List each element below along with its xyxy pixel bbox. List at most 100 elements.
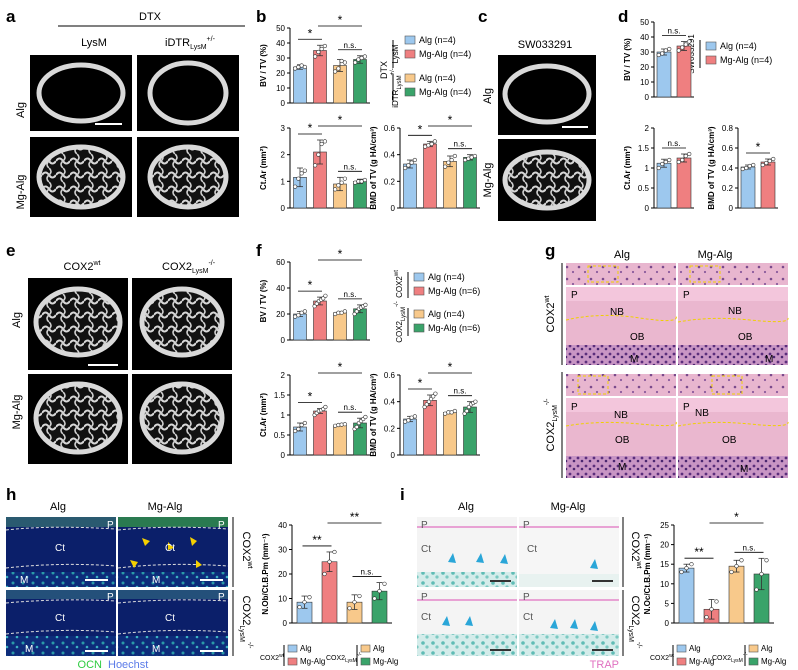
data-point <box>293 428 298 434</box>
y-tick-label: 0.2 <box>384 424 396 433</box>
bone-ring <box>147 144 229 210</box>
y-tick-label: 0 <box>281 336 286 345</box>
zoom-box <box>711 375 743 395</box>
data-point <box>353 60 358 65</box>
data-point <box>342 422 347 427</box>
row-label: Alg <box>15 102 27 118</box>
data-point <box>299 171 304 176</box>
data-point <box>362 177 367 183</box>
data-point <box>316 49 321 55</box>
marrow-layer <box>417 572 517 587</box>
arrowhead-icon <box>196 560 202 568</box>
region-label: OB <box>738 332 753 343</box>
data-point <box>296 313 301 318</box>
y-tick-label: 0.6 <box>384 124 396 133</box>
legend-label: Alg (n=4) <box>428 309 465 319</box>
boundary-line <box>5 563 117 569</box>
y-tick-label: 0.5 <box>274 431 286 440</box>
significance-label: * <box>308 26 313 40</box>
y-axis-label: Ct.Ar (mm²) <box>259 393 268 437</box>
legend-label: Mg-Alg (n=4) <box>419 49 471 59</box>
data-point <box>333 187 338 192</box>
significance-label: ** <box>312 533 322 547</box>
data-point <box>372 596 377 601</box>
data-point <box>466 404 472 410</box>
data-point <box>729 569 734 575</box>
column-label: Mg-Alg <box>148 501 183 513</box>
data-point <box>754 587 759 592</box>
data-point <box>332 549 337 555</box>
y-tick-label: 0 <box>281 99 286 108</box>
significance-label: * <box>338 13 343 27</box>
y-axis-label: BV / TV (%) <box>623 38 632 81</box>
data-point <box>293 184 298 189</box>
y-axis-label: N.Oc/Ct.B.Pm (mm⁻¹) <box>643 533 652 614</box>
bar <box>443 412 457 456</box>
region-label: P <box>107 592 114 603</box>
region-label: NB <box>610 307 624 318</box>
significance-label: * <box>338 247 343 261</box>
arrowhead-icon <box>465 616 473 626</box>
arrowhead-icon <box>448 553 456 563</box>
legend-label: Mg-Alg (n=4) <box>720 55 772 65</box>
y-tick-label: 1 <box>281 177 286 186</box>
y-tick-label: 0.6 <box>722 144 734 153</box>
chart-h1: 0 10 20 30 40 N.Ob/Ct.B.Pm (mm⁻¹) ** ** n.s. <box>261 510 392 628</box>
y-tick-label: 10 <box>660 580 669 589</box>
row-label: COX2LysM-/- <box>238 595 253 649</box>
legend-f: COX2wt COX2LysM-/- Alg (n=4) Mg-Alg (n=6… <box>394 270 480 343</box>
region-label: P <box>421 520 428 531</box>
data-point <box>431 394 436 399</box>
data-point <box>412 414 417 419</box>
legend-label: Mg-Alg <box>689 657 714 666</box>
he-overview <box>566 374 676 396</box>
periosteum-layer <box>678 398 788 412</box>
boundary-line <box>117 563 229 569</box>
group-label: DTX <box>139 11 162 23</box>
y-tick-label: 0.6 <box>384 371 396 380</box>
periosteum-layer <box>6 517 116 527</box>
periosteum-layer <box>678 287 788 301</box>
legend-group-label: LysM <box>391 44 400 63</box>
region-label: OB <box>615 435 630 446</box>
y-tick-label: 40 <box>276 39 285 48</box>
region-label: Ct <box>55 613 65 624</box>
data-point <box>327 559 332 564</box>
significance-label: * <box>338 113 343 127</box>
arrowhead-group <box>442 553 598 631</box>
data-point <box>302 420 307 426</box>
region-label: M <box>765 354 773 365</box>
y-tick-label: 40 <box>640 33 649 42</box>
panel-c: c SW033291 Alg Mg-Alg <box>478 7 596 221</box>
chart-f1: 0 20 40 60 BV / TV (%) * * n.s. <box>259 247 370 345</box>
y-tick-label: 50 <box>640 18 649 27</box>
y-tick-label: 10 <box>276 84 285 93</box>
data-point <box>322 43 327 49</box>
arrowhead-icon <box>190 537 197 546</box>
data-point <box>339 180 344 185</box>
legend-b: DTX LysM iDTRLysM+/- Alg (n=4) Mg-Alg (n… <box>379 35 471 108</box>
y-tick-label: 0 <box>729 204 734 213</box>
data-point <box>667 157 672 163</box>
data-point <box>464 408 469 414</box>
row-label: COX2wt <box>544 295 557 332</box>
he-overview <box>678 374 788 396</box>
bar <box>676 45 692 98</box>
data-point <box>449 157 454 163</box>
stain-label-ocn: OCN <box>78 659 103 670</box>
bone-ring <box>33 286 123 358</box>
row-label: COX2wt <box>240 532 253 569</box>
bar <box>313 410 327 456</box>
periosteum-layer <box>566 398 676 412</box>
legend-d: SW033291 Alg (n=4) Mg-Alg (n=4) <box>687 34 772 74</box>
region-label: M <box>152 575 160 586</box>
y-tick-label: 20 <box>276 310 285 319</box>
significance-label: n.s. <box>668 139 681 148</box>
data-point <box>428 396 434 402</box>
boundary-line <box>5 599 117 604</box>
arrowhead-icon <box>168 542 174 550</box>
legend-group-label: COX2wt <box>394 270 404 298</box>
legend-swatch <box>404 49 416 59</box>
data-point <box>679 569 684 575</box>
he-overview <box>566 263 676 285</box>
